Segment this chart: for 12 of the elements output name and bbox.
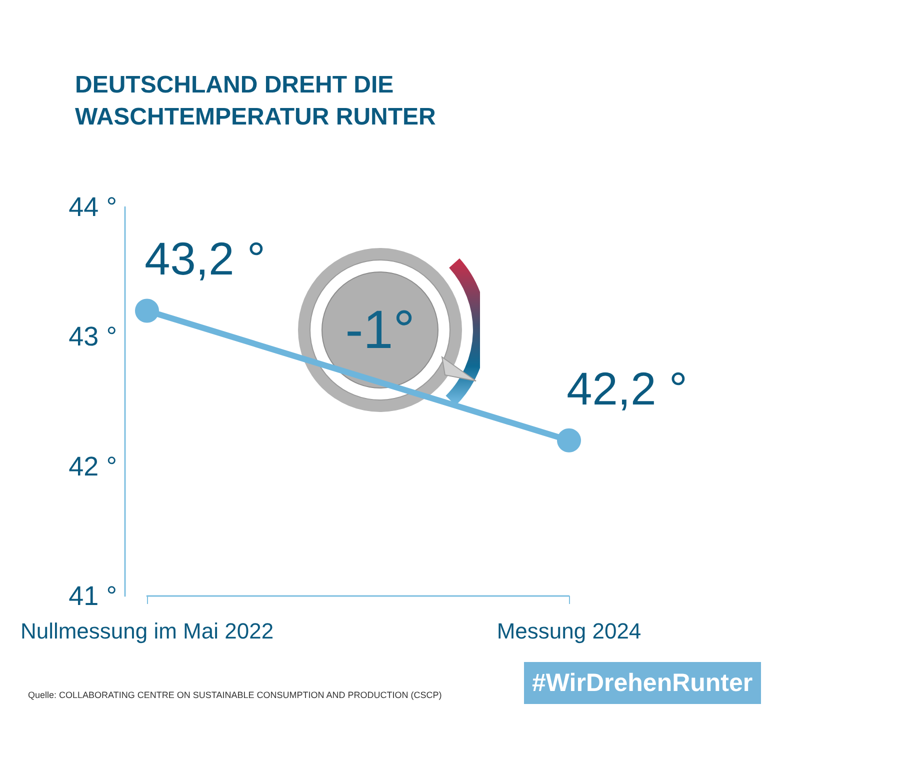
y-tick-label: 44 °: [68, 192, 117, 222]
x-tick-label: Nullmessung im Mai 2022: [20, 618, 274, 644]
data-label: 43,2 °: [144, 232, 266, 285]
chart-title: DEUTSCHLAND DREHT DIE WASCHTEMPERATUR RUNTER: [75, 72, 436, 130]
y-tick-label: 42 °: [68, 451, 117, 482]
text: #WirDrehenRunter: [524, 662, 761, 704]
x-tick-label: Messung 2024: [496, 618, 642, 644]
y-tick-label: 41 °: [68, 581, 117, 611]
annotation: -1°: [345, 299, 415, 361]
data-label: 42,2 °: [566, 362, 688, 414]
source-note: Quelle: COLLABORATING CENTRE ON SUSTAINABLE CONSUMPTION AND PRODUCTION (CSCP): [28, 690, 442, 700]
y-tick-label: 43 °: [68, 322, 117, 352]
